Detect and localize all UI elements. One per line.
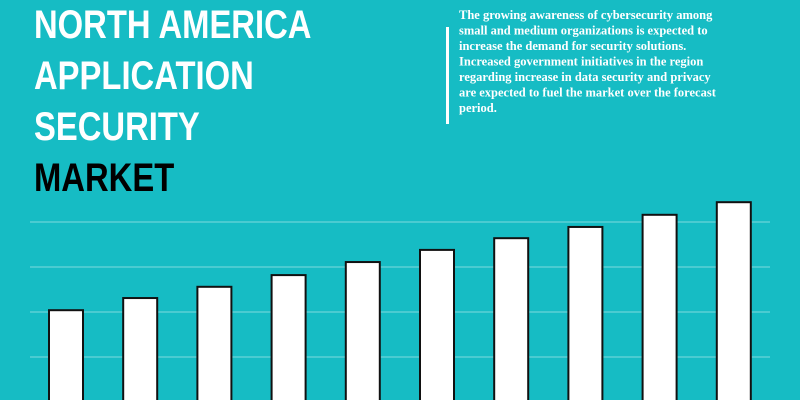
plot [30,201,770,400]
bar [344,261,381,400]
description-group: The growing awareness of cybersecurity a… [459,8,717,115]
bar [48,309,84,400]
description-line: period. [459,101,497,115]
bar [715,201,752,400]
description-line: The growing awareness of cybersecurity a… [459,8,713,22]
title-line: MARKET [34,155,174,200]
title-line: SECURITY [34,104,200,149]
bar [196,285,233,400]
bar [567,225,604,400]
description-line: increase the demand for security solutio… [459,39,686,53]
bar [641,213,678,400]
description-line: small and medium organizations is expect… [459,24,708,38]
bar [419,248,455,400]
description-line: Increased government initiatives in the … [459,55,703,69]
description-line: are expected to fuel the market over the… [459,86,717,100]
title-line: NORTH AMERICA [34,2,311,47]
title-line: APPLICATION [34,53,254,98]
bar [122,297,159,400]
bar [270,274,307,400]
description-line: regarding increase in data security and … [459,70,711,84]
bar [493,237,530,400]
title-group: NORTH AMERICA APPLICATION SECURITY MARKET [34,2,311,200]
quote-bar [446,27,449,124]
